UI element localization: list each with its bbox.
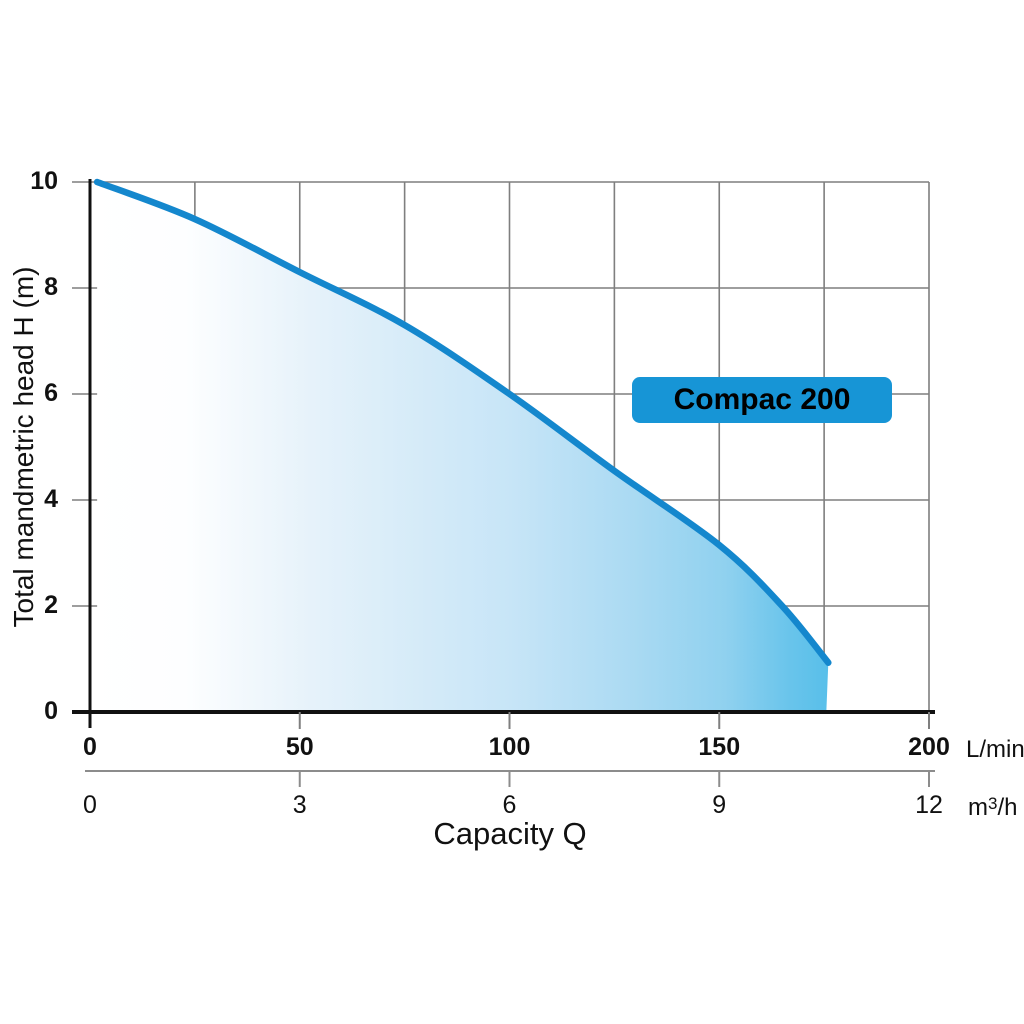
m3h-base: m: [968, 794, 988, 821]
x-axis-title: Capacity Q: [433, 816, 587, 851]
y-tick-label: 6: [44, 379, 58, 407]
series-badge-label: Compac 200: [673, 383, 851, 416]
x-tick-label-lmin: 0: [83, 733, 97, 761]
m3h-suffix: /h: [997, 794, 1018, 821]
axes: [72, 179, 935, 728]
y-axis-title: Total mandmetric head H (m): [8, 266, 39, 628]
x-tick-label-m3h: 3: [292, 791, 307, 819]
y-tick-label: 8: [44, 273, 58, 301]
x-tick-label-lmin: 100: [488, 733, 531, 761]
x-tick-label-m3h: 6: [502, 791, 517, 819]
area-fill: [97, 182, 829, 712]
x-tick-label-m3h: 9: [712, 791, 727, 819]
x-tick-label-lmin: 50: [285, 733, 314, 761]
x-tick-label-m3h: 0: [83, 791, 97, 819]
y-tick-label: 4: [44, 485, 58, 513]
y-tick-label: 2: [44, 591, 58, 619]
x-axis-ticks-lmin: [298, 712, 930, 729]
x-tick-label-m3h: 12: [915, 791, 943, 819]
x-axis-unit-lmin: L/min: [966, 736, 1024, 763]
m3h-superscript: 3: [988, 794, 998, 813]
y-tick-label: 0: [44, 697, 58, 725]
x-axis-secondary-m3h: [85, 770, 935, 787]
x-tick-label-lmin: 200: [908, 733, 950, 761]
pump-curve-compac-200: [93, 178, 832, 666]
x-axis-unit-m3h: m3/h: [968, 794, 1017, 822]
x-tick-label-lmin: 150: [698, 733, 741, 761]
series-badge-compac-200: Compac 200: [632, 377, 892, 423]
y-tick-label: 10: [30, 167, 58, 195]
